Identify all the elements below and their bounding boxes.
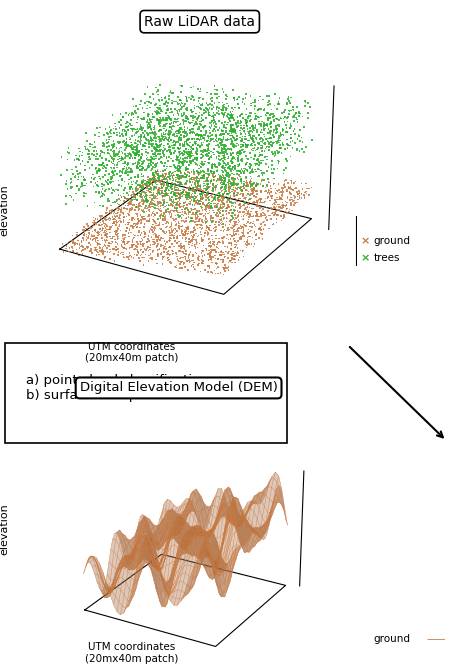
Text: ×: × xyxy=(360,253,370,264)
Text: UTM coordinates
(20mx40m patch): UTM coordinates (20mx40m patch) xyxy=(85,342,178,363)
Text: ground: ground xyxy=(374,236,411,246)
Text: elevation: elevation xyxy=(0,184,10,236)
Text: Digital Elevation Model (DEM): Digital Elevation Model (DEM) xyxy=(79,382,278,394)
Text: trees: trees xyxy=(374,253,400,264)
Text: ——: —— xyxy=(427,634,446,645)
Text: a) point cloud classification
b) surface interpolation: a) point cloud classification b) surface… xyxy=(26,374,209,402)
Text: ground: ground xyxy=(374,634,411,645)
Text: UTM coordinates
(20mx40m patch): UTM coordinates (20mx40m patch) xyxy=(85,643,178,664)
Text: ×: × xyxy=(360,236,370,246)
Text: elevation: elevation xyxy=(0,503,10,555)
Text: Raw LiDAR data: Raw LiDAR data xyxy=(144,15,255,29)
FancyBboxPatch shape xyxy=(5,343,287,443)
